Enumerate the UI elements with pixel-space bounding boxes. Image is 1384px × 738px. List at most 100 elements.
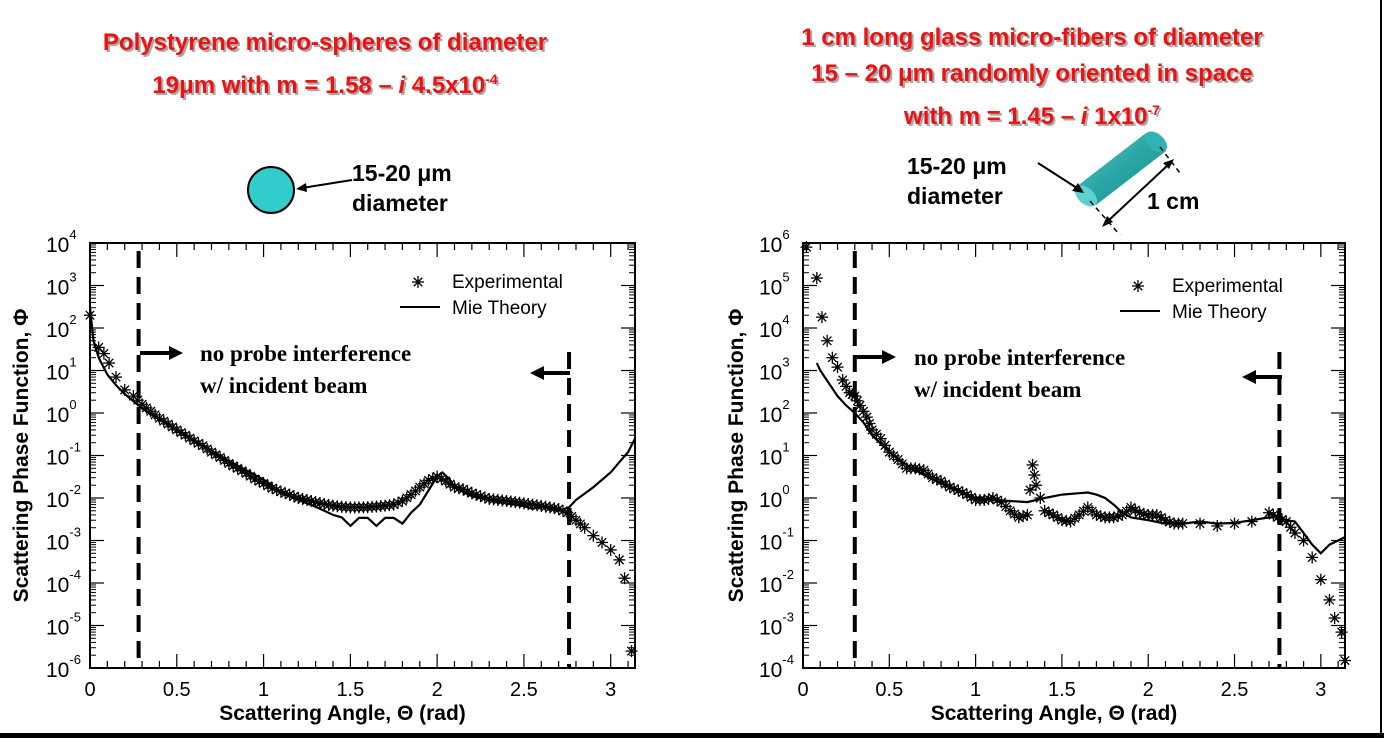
chart1-data-point-experimental (1306, 551, 1319, 564)
chart0-legend-label: Experimental (452, 272, 563, 293)
chart1-data-point-experimental (1314, 573, 1327, 586)
chart1-data-point-experimental (1288, 527, 1301, 540)
chart0-x-tick-label: 0.5 (163, 679, 191, 701)
fiber-pointer-arrow (1037, 162, 1081, 191)
chart0-x-tick-label: 2 (432, 679, 443, 701)
chart1-data-point-experimental (821, 334, 834, 347)
chart1-data-point-experimental (810, 272, 823, 285)
fiber-pointer-arrowhead (1072, 183, 1084, 193)
chart1-y-tick-label: 105 (759, 270, 790, 300)
chart0-data-point-experimental (97, 347, 110, 360)
chart0-data-point-experimental (604, 543, 617, 556)
chart0-data-point-experimental (618, 572, 631, 585)
chart1-y-tick-exponent: 3 (782, 355, 789, 370)
chart0-x-tick-label: 3 (605, 679, 616, 701)
chart1-y-tick-label: 103 (759, 355, 790, 385)
chart1-data-point-experimental (800, 241, 813, 254)
chart1-y-tick-exponent: 5 (782, 270, 789, 285)
chart1-data-point-experimental (836, 373, 849, 386)
chart0-data-point-experimental (625, 645, 638, 658)
chart0-y-tick-exponent: -5 (69, 610, 81, 625)
left-title-imag-unit: i (398, 72, 406, 99)
chart0-series-mie-theory-line (88, 307, 636, 528)
chart1-annotation-line2: w/ incident beam (914, 377, 1081, 402)
fiber-length-arrowhead-top (1163, 159, 1174, 169)
chart0-data-point-experimental (103, 357, 116, 370)
fiber-dim-line-top (1159, 146, 1181, 174)
right-title-exponent: -7 (1147, 102, 1160, 118)
chart0-y-tick-exponent: 1 (69, 355, 76, 370)
chart0-legend-label: Mie Theory (452, 298, 547, 319)
chart0-x-tick-label: 1.5 (336, 679, 364, 701)
chart1-right-arrow-head (882, 350, 896, 364)
chart0-data-point-experimental (110, 371, 123, 384)
right-title-line3-pre: with m = 1.45 – (904, 103, 1081, 130)
chart0-right-arrow-head (169, 346, 183, 360)
right-title-line2: 15 – 20 μm randomly oriented in space (811, 60, 1253, 87)
chart1-legend-label: Mie Theory (1172, 302, 1267, 323)
chart1-data-point-experimental (1023, 483, 1036, 496)
chart1-x-tick-label: 0.5 (875, 679, 903, 701)
chart0-y-tick-exponent: -4 (69, 567, 81, 582)
chart1-data-point-experimental (1284, 521, 1297, 534)
chart0-y-tick-exponent: 2 (69, 312, 76, 327)
chart1-y-tick-exponent: 2 (782, 397, 789, 412)
chart1-data-point-experimental (1030, 479, 1043, 492)
chart1-y-tick-exponent: -4 (782, 652, 794, 667)
chart1-y-tick-label: 10-2 (759, 567, 794, 597)
chart1-data-point-experimental (815, 311, 828, 324)
chart1-data-point-experimental (1335, 626, 1348, 639)
chart1-y-tick-label: 106 (759, 227, 790, 257)
sphere-illustration (247, 166, 353, 214)
chart0-y-tick-exponent: 3 (69, 270, 76, 285)
chart1-x-tick-label: 3 (1315, 679, 1326, 701)
chart1-y-tick-exponent: -2 (782, 567, 794, 582)
chart1-y-tick-label: 10-4 (759, 652, 794, 682)
chart1-x-tick-label: 1 (970, 679, 981, 701)
right-title-line1: 1 cm long glass micro-fibers of diameter (801, 24, 1263, 51)
fiber-illustration (1037, 131, 1181, 235)
chart1-y-tick-exponent: 4 (782, 312, 789, 327)
right-title-line3-post: 1x10 (1087, 103, 1148, 130)
fiber-length-label: 1 cm (1147, 188, 1200, 214)
chart1-x-tick-label: 2 (1143, 679, 1154, 701)
sphere-label-line1: 15-20 μm (352, 160, 452, 186)
chart1-data-point-experimental (840, 380, 853, 393)
chart1-y-tick-label: 104 (759, 312, 790, 342)
sphere-pointer-arrowhead (296, 183, 307, 192)
chart1-data-point-experimental (1211, 519, 1224, 532)
left-title-line2-post: 4.5x10 (405, 72, 486, 99)
chart0-y-axis-label: Scattering Phase Function, Φ (10, 309, 33, 603)
chart0-legend-marker-experimental (412, 276, 424, 288)
chart0-y-tick-exponent: -2 (69, 482, 81, 497)
sphere-icon (247, 166, 295, 214)
left-panel-title: Polystyrene micro-spheres of diameter 19… (20, 25, 630, 104)
left-title-line2: 19μm with m = 1.58 – i 4.5x10-4 (20, 61, 630, 104)
chart1-data-point-experimental (1028, 469, 1041, 482)
chart1-y-tick-label: 10-1 (759, 525, 794, 555)
left-phase-function-chart: 0 0.5 1 1.5 2 2.5 310410310210110010-110-210-3… (10, 227, 638, 725)
chart1-y-tick-exponent: -1 (782, 525, 794, 540)
fiber-length-arrow (1107, 164, 1169, 222)
chart1-data-point-experimental (826, 351, 839, 364)
chart0-x-tick-label: 2.5 (510, 679, 538, 701)
chart0-data-point-experimental (587, 529, 600, 542)
left-title-exponent: -4 (485, 71, 498, 87)
chart1-data-point-experimental (1323, 593, 1336, 606)
left-title-line1: Polystyrene micro-spheres of diameter (102, 29, 548, 56)
right-title-imag-unit: i (1080, 103, 1088, 130)
chart1-left-arrow-head (1242, 370, 1256, 384)
chart1-y-axis-label: Scattering Phase Function, Φ (725, 309, 748, 603)
sphere-pointer-arrow (301, 179, 353, 189)
sphere-label: 15-20 μm diameter (352, 158, 452, 218)
fiber-length-arrowhead-bottom (1102, 216, 1113, 227)
chart1-y-tick-exponent: 0 (782, 482, 789, 497)
chart0-y-tick-exponent: -1 (69, 440, 81, 455)
chart1-data-point-experimental (1339, 654, 1351, 667)
frame-right-border (1380, 0, 1382, 738)
chart1-y-tick-exponent: 1 (782, 440, 789, 455)
left-title-line2-pre: 19μm with m = 1.58 – (152, 72, 399, 99)
chart0-y-tick-exponent: -3 (69, 525, 81, 540)
chart1-data-point-experimental (1194, 517, 1207, 530)
chart0-x-tick-label: 0 (84, 679, 95, 701)
